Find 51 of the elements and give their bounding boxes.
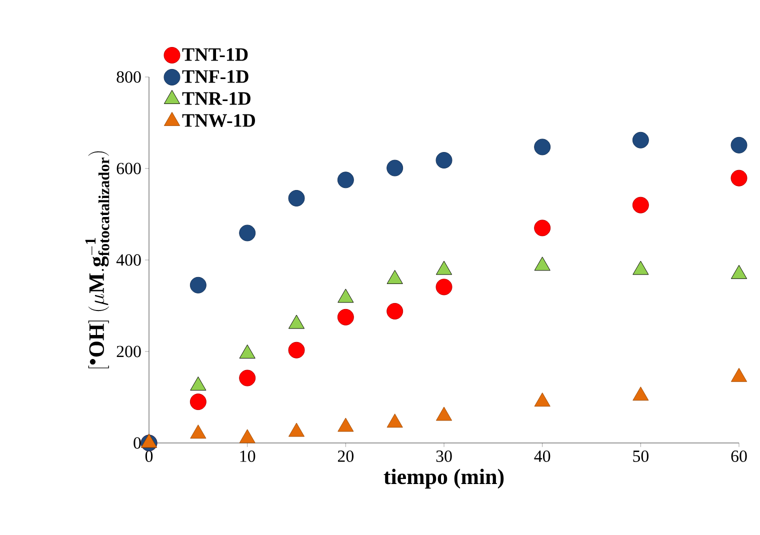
x-tick-label: 20 xyxy=(338,450,354,462)
point xyxy=(534,220,551,236)
x-tick-label: 30 xyxy=(436,450,452,462)
point xyxy=(436,406,452,421)
point xyxy=(288,190,305,206)
point xyxy=(534,256,550,271)
x-tick-label: 50 xyxy=(633,450,648,462)
point xyxy=(239,429,256,444)
legend-label: TNW-1D xyxy=(182,114,256,127)
legend-label: TNT-1D xyxy=(182,48,248,61)
point xyxy=(337,308,354,326)
point xyxy=(239,344,256,359)
point xyxy=(288,314,305,329)
point xyxy=(632,386,649,401)
point xyxy=(436,152,452,168)
x-tick-label: 10 xyxy=(240,450,256,462)
point xyxy=(288,422,305,437)
point xyxy=(386,160,404,176)
x-tick-label: 60 xyxy=(731,450,747,462)
point xyxy=(436,260,452,275)
y-tick-label: 200 xyxy=(116,346,141,358)
legend-label: TNF-1D xyxy=(182,70,248,83)
point xyxy=(730,170,748,186)
point xyxy=(534,392,550,407)
point xyxy=(730,264,748,279)
point xyxy=(190,276,206,294)
x-tick-label: 40 xyxy=(534,450,550,462)
point xyxy=(730,136,748,154)
point xyxy=(632,260,649,275)
point xyxy=(386,414,403,428)
point xyxy=(730,368,748,382)
legend-label: TNR-1D xyxy=(182,92,250,105)
point xyxy=(338,418,354,432)
point xyxy=(534,138,551,156)
point xyxy=(338,288,354,303)
y-axis-title: $\mathbf{[^{\bullet}OH]\ (\mu M.g^{-1}_{fotocatalizador})}$ xyxy=(85,151,110,368)
point xyxy=(190,376,206,391)
point xyxy=(632,132,649,148)
point xyxy=(239,224,256,242)
point xyxy=(632,196,649,214)
point xyxy=(337,172,354,188)
y-tick-label: 0 xyxy=(134,437,141,449)
point xyxy=(436,278,452,296)
point xyxy=(386,302,404,320)
y-tick-label: 800 xyxy=(116,71,141,83)
point xyxy=(386,270,403,284)
x-axis-title: tiempo (min) xyxy=(384,468,504,489)
x-tick-label: 0 xyxy=(145,450,153,462)
y-tick-label: 600 xyxy=(116,162,141,174)
point xyxy=(190,424,206,439)
y-tick-label: 400 xyxy=(116,254,141,266)
